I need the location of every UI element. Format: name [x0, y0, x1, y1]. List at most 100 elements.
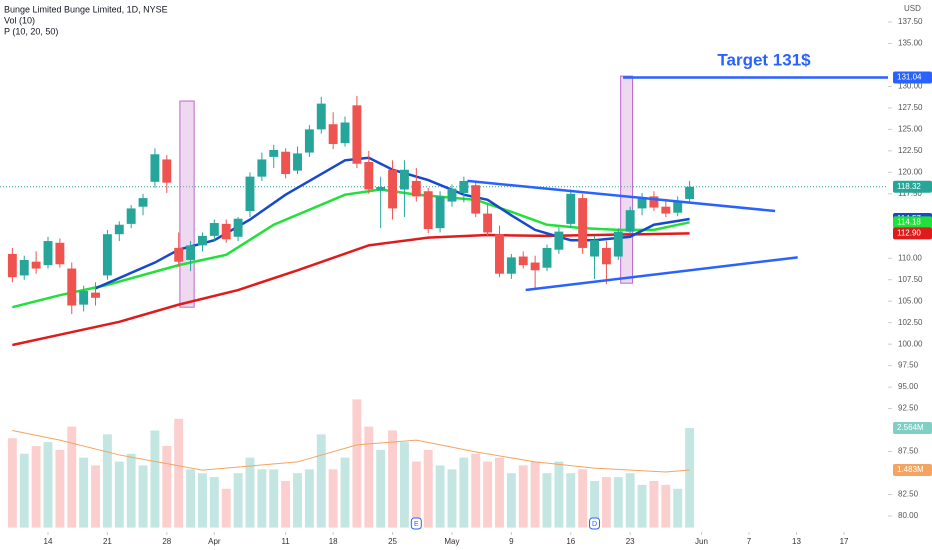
volume-layer	[7, 399, 695, 528]
volume-bar	[483, 461, 493, 528]
volume-bar	[102, 434, 112, 528]
volume-bar	[352, 399, 362, 528]
candle-body	[685, 186, 695, 199]
volume-bar	[328, 469, 338, 528]
candle-body	[340, 122, 350, 144]
candle-body	[126, 208, 136, 224]
candle-body	[221, 223, 231, 240]
indicator-label: Vol (10)	[4, 15, 35, 25]
candle-body	[304, 129, 314, 153]
volume-bar	[91, 465, 100, 528]
candle-body	[150, 154, 160, 182]
price-tag	[893, 216, 932, 229]
x-tick-label: 7	[747, 537, 752, 546]
candle-body	[257, 159, 267, 177]
candle-body	[625, 210, 635, 232]
volume-bar	[590, 480, 599, 528]
volume-ma	[12, 429, 690, 473]
volume-bar	[364, 426, 374, 528]
candle-body	[7, 253, 17, 278]
y-tick-label: 120.00	[898, 167, 923, 176]
price-tag-label: 114.18	[897, 217, 921, 226]
event-marker	[589, 517, 601, 530]
candle-body	[518, 256, 528, 266]
volume-bar	[31, 445, 41, 528]
volume-bar	[435, 465, 445, 528]
candle-body	[530, 262, 540, 271]
x-tick-label: 16	[566, 537, 575, 546]
candle-body	[661, 206, 671, 214]
volume-bar	[459, 457, 469, 528]
candle-body	[209, 223, 219, 236]
price-tag	[893, 463, 932, 476]
candle-body	[471, 185, 481, 214]
annotation: Target 131$	[717, 50, 811, 69]
candle-body	[649, 196, 659, 208]
candle-body	[566, 193, 576, 224]
candle-body	[388, 169, 398, 209]
y-tick-label: 105.00	[898, 296, 923, 305]
y-tick-label: 102.50	[898, 318, 923, 327]
y-tick-label: 97.50	[898, 361, 919, 370]
volume-bar	[79, 457, 89, 528]
price-tag	[893, 227, 932, 240]
x-tick-label: 28	[162, 537, 171, 546]
candle-body	[174, 247, 184, 262]
y-tick-label: 135.00	[898, 39, 923, 48]
y-tick-label: 137.50	[898, 17, 923, 26]
x-tick-label: 21	[103, 537, 112, 546]
volume-bar	[245, 457, 255, 528]
volume-bar	[495, 457, 504, 528]
candle-body	[601, 247, 611, 265]
x-tick-label: 13	[792, 537, 801, 546]
x-tick-label: 23	[626, 537, 635, 546]
y-tick-label: 125.00	[898, 124, 923, 133]
candle-body	[233, 218, 243, 237]
volume-bar	[649, 480, 659, 528]
volume-bar	[685, 427, 695, 528]
candle-body	[281, 151, 291, 175]
candle-body	[483, 213, 493, 233]
candle-body	[637, 197, 647, 209]
candle-body	[352, 105, 362, 164]
volume-bar	[471, 453, 481, 528]
volume-bar	[221, 488, 231, 528]
volume-bar	[43, 442, 53, 528]
x-tick-label: 18	[329, 537, 338, 546]
x-tick-label: Jun	[695, 537, 708, 546]
candle-body	[43, 241, 53, 266]
y-tick-label: 95.00	[898, 382, 919, 391]
y-tick-label: 80.00	[898, 511, 919, 520]
y-tick-label: 92.50	[898, 404, 919, 413]
volume-bar	[518, 465, 528, 528]
volume-bar	[293, 473, 302, 528]
moving-average	[12, 188, 690, 309]
highlight-box	[620, 75, 634, 284]
price-tag-label: 112.90	[897, 228, 921, 237]
volume-bar	[637, 484, 647, 528]
candle-body	[138, 198, 148, 207]
candle-body	[162, 159, 172, 183]
volume-bar	[673, 488, 683, 528]
candle-body	[613, 231, 623, 257]
volume-bar	[506, 473, 516, 528]
y-tick-label: 110.00	[898, 253, 922, 262]
event-marker	[410, 517, 422, 530]
x-tick-label: 25	[388, 537, 397, 546]
candle-body	[79, 290, 89, 305]
volume-bar	[7, 438, 17, 528]
candle-body	[364, 162, 374, 190]
y-tick-label: 82.50	[898, 490, 919, 499]
price-axis	[888, 0, 932, 550]
x-tick-label: 17	[840, 537, 849, 546]
price-tag-label: 131.04	[897, 73, 922, 82]
trend-line	[467, 179, 776, 213]
candle-body	[19, 259, 29, 276]
y-tick-label: 122.50	[898, 146, 923, 155]
volume-bar	[233, 473, 243, 528]
volume-bar	[340, 457, 350, 528]
candle-body	[459, 180, 469, 193]
